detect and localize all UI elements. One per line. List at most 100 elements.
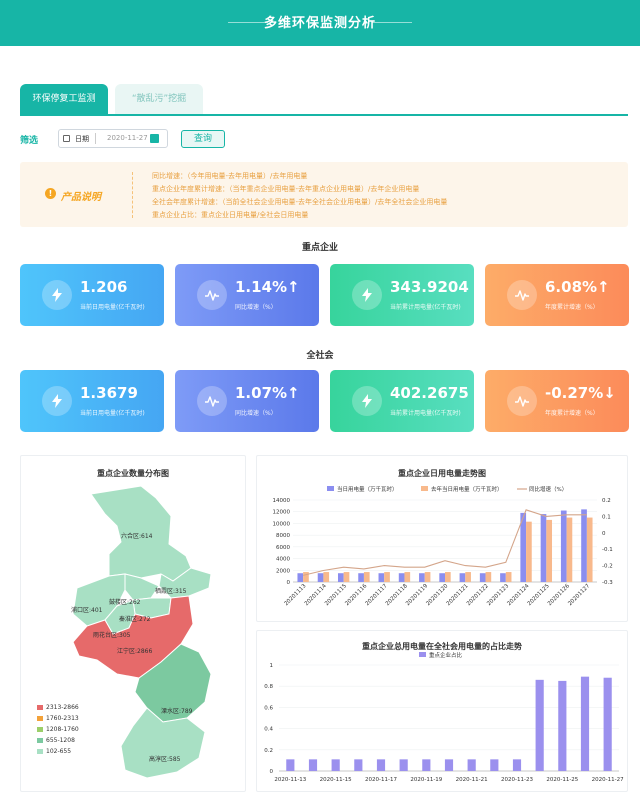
- share-bar: [422, 759, 431, 771]
- pulse-icon: [197, 280, 227, 310]
- bar-current: [378, 573, 385, 582]
- tab-env-stop-resume[interactable]: 环保停复工监测: [20, 84, 108, 114]
- x-tick-label: 2020-11-17: [365, 777, 397, 783]
- kpi-card: 402.2675 当前累计用电量(亿千瓦时): [330, 370, 474, 432]
- district-qixia: [158, 567, 212, 599]
- kpi-card: 6.08%↑ 年度累计增速（%）: [485, 264, 629, 326]
- lightning-icon: [42, 280, 72, 310]
- kpi-caption: 当前日用电量(亿千瓦时): [80, 304, 145, 311]
- map-legend-item[interactable]: 2313-2866: [37, 704, 79, 711]
- share-bar: [286, 759, 295, 771]
- legend-label: 2313-2866: [46, 704, 79, 711]
- share-bar: [490, 759, 499, 771]
- bar-last-year: [363, 572, 370, 582]
- y2-tick-label: 0: [602, 531, 606, 537]
- calendar-button-icon[interactable]: [150, 134, 159, 143]
- tab-scattered-pollution[interactable]: “散乱污”挖掘: [115, 84, 203, 114]
- chart2-title: 重点企业总用电量在全社会用电量的占比走势: [362, 642, 522, 651]
- share-bar: [580, 676, 590, 771]
- y-tick-label: 2000: [276, 568, 290, 574]
- district-label: 雨花台区:305: [93, 632, 131, 639]
- kpi-card: 1.14%↑ 同比增速（%）: [175, 264, 319, 326]
- y-tick-label: 6000: [276, 545, 290, 551]
- y-tick-label: 14000: [273, 498, 291, 504]
- daily-usage-chart: 当日用电量（万千瓦时） 去年当日用电量（万千瓦时） 同比增速（%） 14000 1200…: [273, 485, 614, 607]
- share-bar: [444, 759, 454, 771]
- bar-last-year: [465, 572, 471, 582]
- date-picker[interactable]: 日期 2020-11-27: [58, 129, 168, 148]
- date-separator: [95, 133, 96, 144]
- legend-label: 655-1208: [46, 737, 75, 744]
- legend-label: 同比增速（%）: [529, 485, 567, 493]
- header-decoration-right: [372, 22, 412, 23]
- bar-current: [479, 573, 486, 582]
- bar-last-year: [404, 572, 411, 582]
- bar-last-year: [586, 517, 593, 582]
- y-tick-label: 0: [287, 580, 291, 586]
- district-label: 鼓楼区:262: [109, 599, 141, 606]
- bar-current: [540, 514, 547, 582]
- daily-usage-panel: 重点企业日用电量走势图 当日用电量（万千瓦时） 去年当日用电量（万千瓦时） 同比增速…: [256, 455, 628, 622]
- y2-tick-label: -0.1: [602, 547, 613, 553]
- map-legend-item[interactable]: 1760-2313: [37, 715, 79, 722]
- chart1-title: 重点企业日用电量走势图: [398, 469, 486, 478]
- kpi-value: 1.206: [80, 278, 128, 296]
- bar-last-year: [424, 572, 431, 582]
- legend-label: 重点企业占比: [429, 651, 463, 659]
- bar-current: [560, 510, 567, 582]
- bar-last-year: [505, 572, 512, 582]
- date-label: 日期: [75, 135, 89, 143]
- kpi-caption: 同比增速（%）: [235, 410, 277, 417]
- map-legend-item[interactable]: 655-1208: [37, 737, 75, 744]
- section-title-society: 全社会: [306, 351, 334, 361]
- notice-divider: [132, 172, 133, 218]
- x-tick-label: 2020-11-27: [592, 777, 624, 783]
- legend-label: 当日用电量（万千瓦时）: [337, 485, 398, 493]
- kpi-card: 1.07%↑ 同比增速（%）: [175, 370, 319, 432]
- pulse-icon: [507, 386, 537, 416]
- kpi-caption: 当前累计用电量(亿千瓦时): [390, 304, 461, 311]
- legend-label: 1208-1760: [46, 726, 79, 733]
- bar-current: [337, 573, 344, 582]
- y-tick-label: 10000: [273, 521, 291, 527]
- kpi-caption: 同比增速（%）: [235, 304, 277, 311]
- legend-swatch: [37, 749, 43, 754]
- query-button[interactable]: 查询: [181, 130, 225, 148]
- district-label: 六合区:614: [121, 533, 153, 540]
- x-tick-label: 2020-11-21: [456, 777, 488, 783]
- kpi-value: 1.14%↑: [235, 278, 300, 296]
- x-tick-label: 2020-11-15: [320, 777, 352, 783]
- y-tick-label: 0.4: [264, 727, 273, 733]
- lightning-icon: [352, 386, 382, 416]
- map-legend-item[interactable]: 102-655: [37, 748, 71, 755]
- header-decoration-left: [228, 22, 268, 23]
- share-bar: [558, 680, 567, 771]
- tab-underline: [20, 114, 628, 116]
- y-tick-label: 0.6: [264, 705, 273, 711]
- date-value[interactable]: 2020-11-27: [107, 134, 148, 142]
- share-bar: [467, 759, 476, 771]
- y-tick-label: 4000: [276, 557, 290, 563]
- kpi-value: 402.2675: [390, 384, 469, 402]
- kpi-value: -0.27%↓: [545, 384, 616, 402]
- share-bar: [354, 759, 363, 771]
- bar-current: [459, 573, 466, 582]
- app-header: 多维环保监测分析: [0, 0, 640, 46]
- y2-tick-label: 0.2: [602, 498, 611, 504]
- bar-current: [419, 573, 425, 582]
- map-legend-item[interactable]: 1208-1760: [37, 726, 79, 733]
- warning-icon: !: [45, 188, 56, 199]
- bar-current: [317, 573, 324, 582]
- y-tick-label: 0: [270, 769, 274, 775]
- product-notice: ! 产品说明 同比增速：（今年用电量-去年用电量）/去年用电量 重点企业年度累计…: [20, 162, 628, 227]
- share-trend-panel: 重点企业总用电量在全社会用电量的占比走势 重点企业占比 1 0.8 0.6 0.4 0.2…: [256, 630, 628, 792]
- lightning-icon: [42, 386, 72, 416]
- bar-current: [500, 573, 506, 582]
- notice-line: 重点企业年度累计增速：（当年重点企业用电量-去年重点企业用电量）/去年企业用电量: [152, 185, 420, 193]
- legend-swatch: [37, 738, 43, 743]
- share-bar: [399, 759, 408, 771]
- y2-tick-label: -0.2: [602, 564, 613, 570]
- kpi-card: 343.9204 当前累计用电量(亿千瓦时): [330, 264, 474, 326]
- y-tick-label: 1: [270, 663, 274, 669]
